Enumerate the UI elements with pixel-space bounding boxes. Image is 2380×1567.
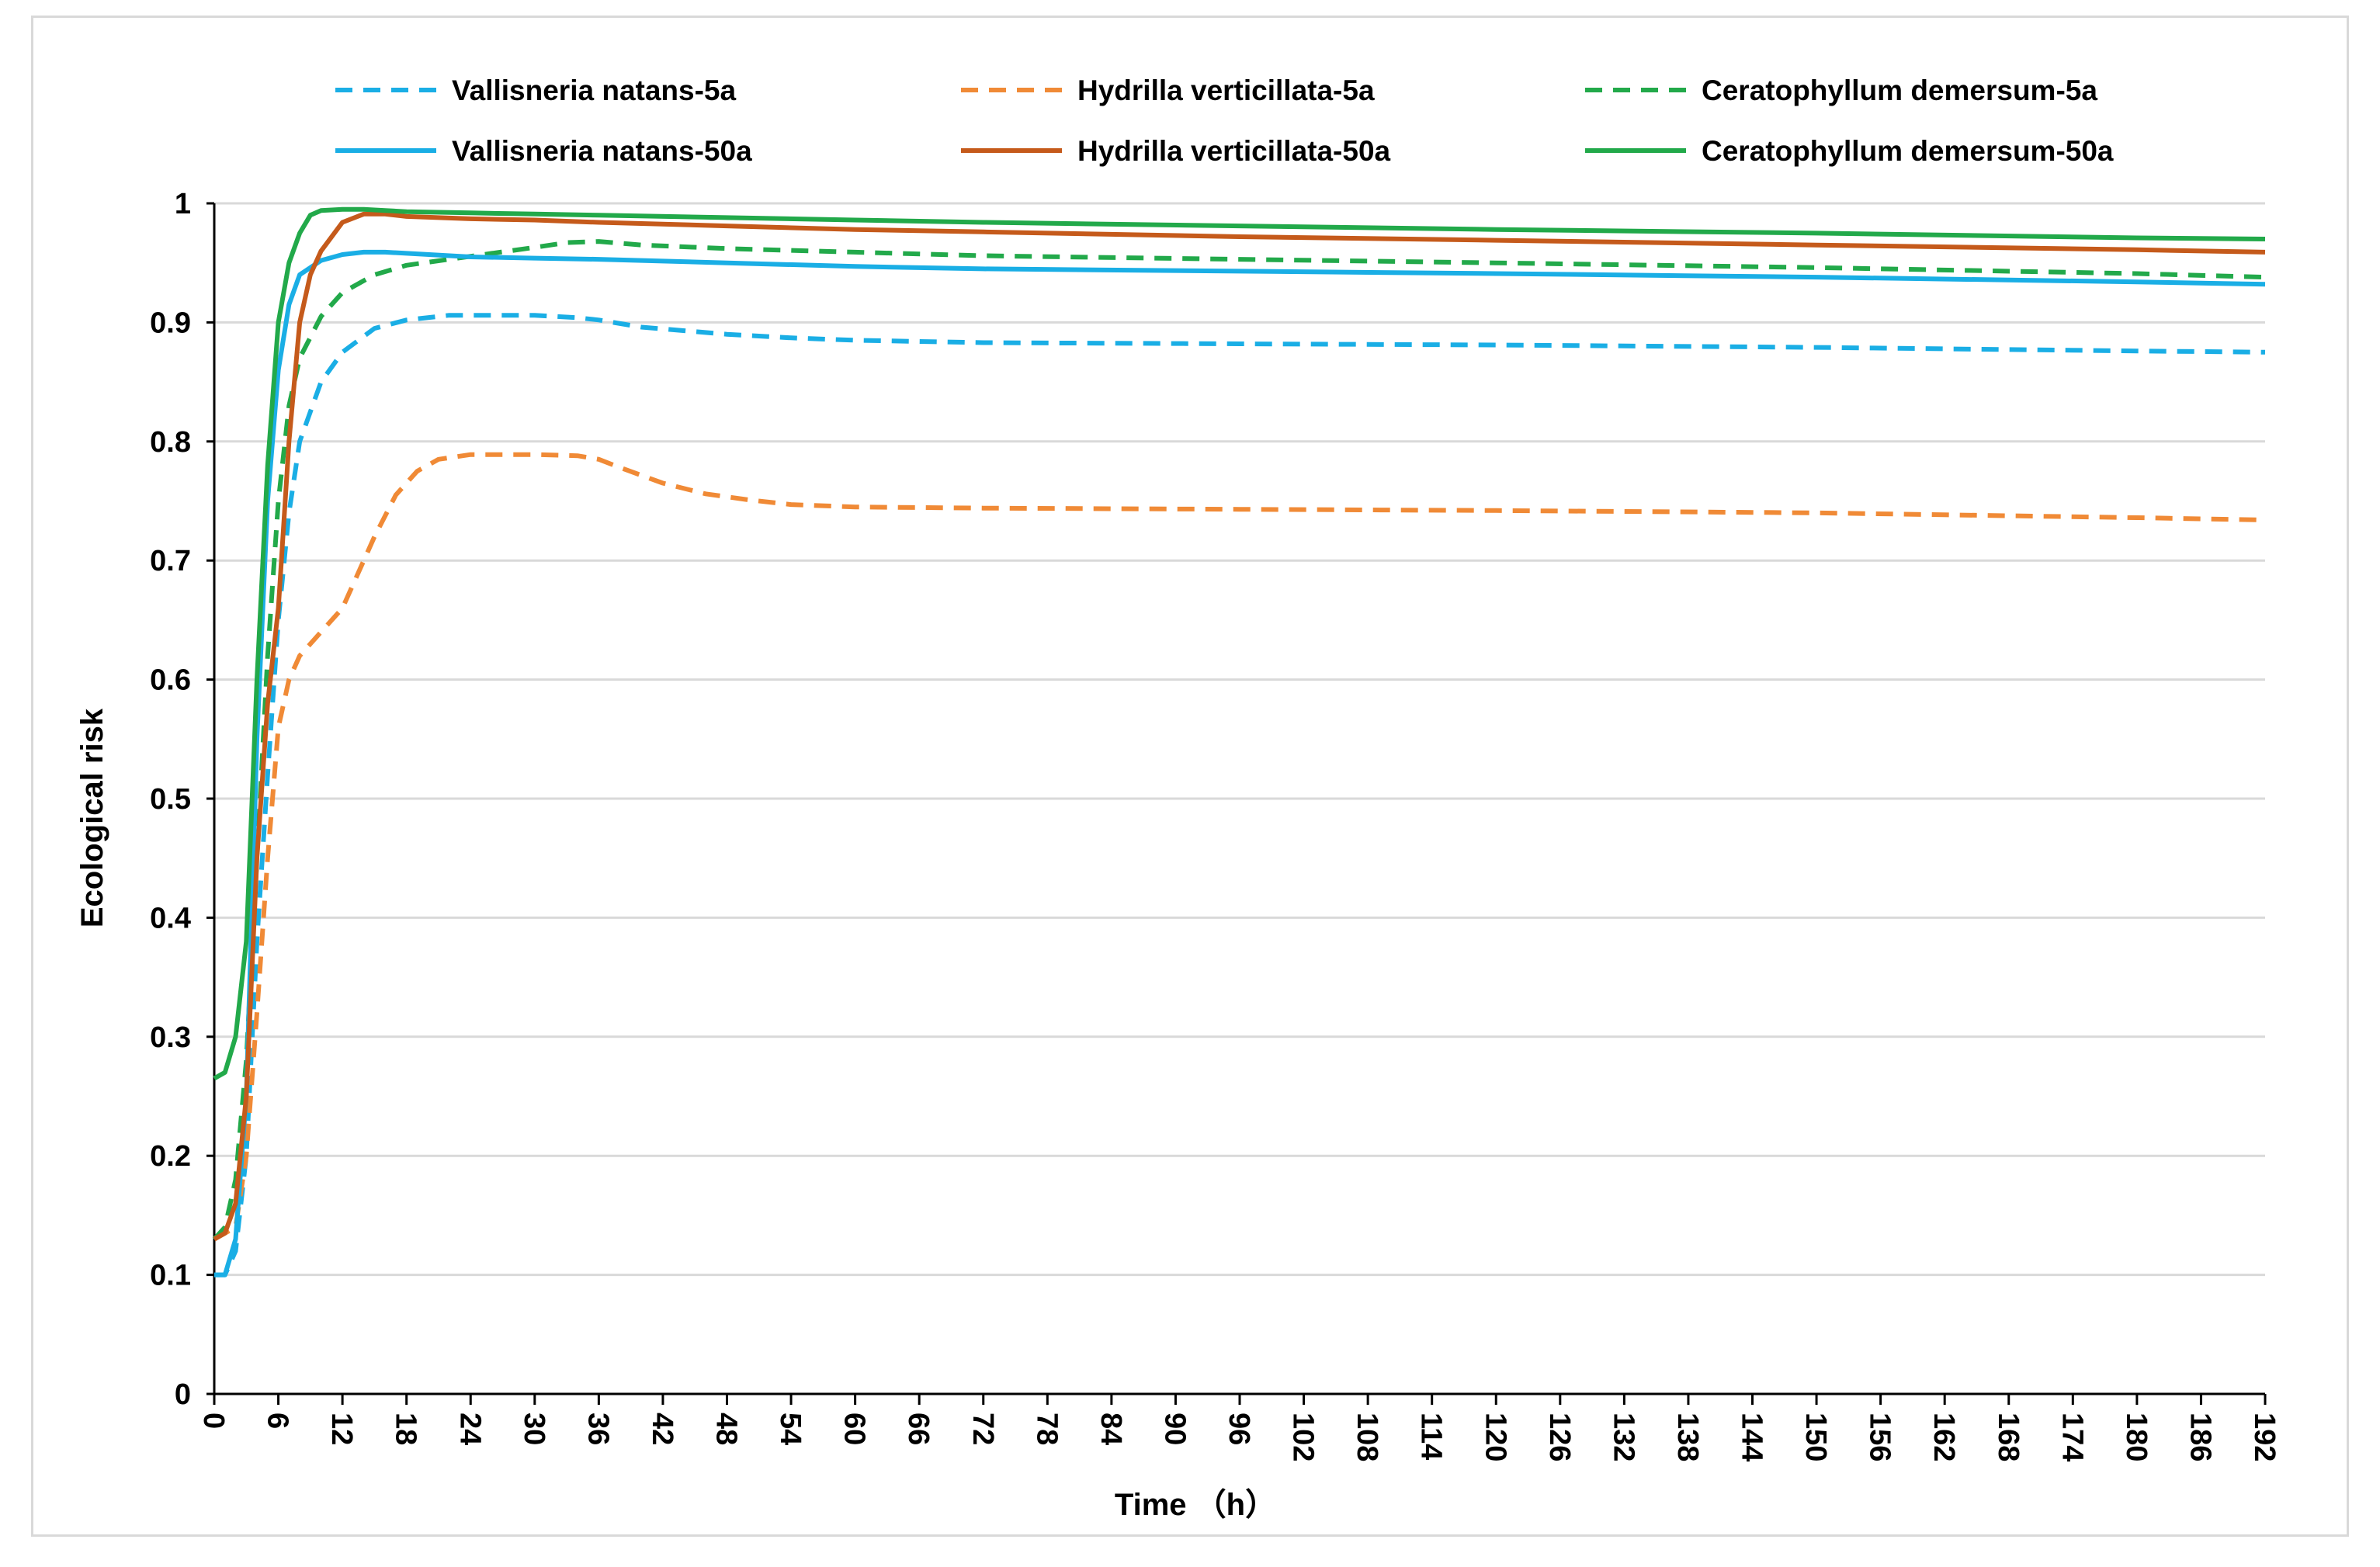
legend-label-vallisneria-natans-50a: Vallisneria natans-50a [452,135,752,167]
y-tick-label-6: 0.6 [150,664,191,697]
y-tick-label-5: 0.5 [150,783,191,816]
x-tick-label-22: 132 [1607,1413,1639,1461]
x-tick-label-2: 12 [325,1413,358,1445]
grid-lines [214,202,2265,1277]
legend: Vallisneria natans-5a Hydrilla verticilla… [335,75,2114,167]
x-tick-label-5: 30 [518,1413,550,1445]
legend-label-ceratophyllum-demersum-50a: Ceratophyllum demersum-50a [1702,135,2114,167]
series-line-vallisneria-natans-50a [214,249,2266,1278]
x-tick-label-14: 84 [1095,1413,1127,1445]
x-tick-label-28: 168 [1992,1413,2024,1461]
x-tick-label-15: 90 [1158,1413,1191,1445]
x-tick-label-0: 0 [197,1413,230,1429]
series-lines [212,206,2266,1278]
legend-label-hydrilla-verticillata-5a: Hydrilla verticillata-5a [1077,75,1375,106]
x-tick-label-3: 18 [390,1413,422,1445]
x-tick-label-31: 186 [2184,1413,2216,1461]
x-tick-label-17: 102 [1287,1413,1320,1461]
x-tick-label-13: 78 [1030,1413,1063,1445]
x-tick-label-24: 144 [1736,1413,1768,1461]
x-tick-label-26: 156 [1864,1413,1896,1461]
x-tick-label-23: 138 [1671,1413,1704,1461]
y-tick-label-10: 1 [175,188,191,220]
x-tick-label-19: 114 [1415,1413,1448,1460]
x-tick-label-8: 48 [710,1413,743,1445]
legend-label-hydrilla-verticillata-50a: Hydrilla verticillata-50a [1077,135,1391,167]
y-tick-label-7: 0.7 [150,545,191,577]
x-tick-label-12: 72 [966,1413,999,1445]
legend-label-ceratophyllum-demersum-5a: Ceratophyllum demersum-5a [1702,75,2097,106]
x-axis-title: Time （h） [1115,1488,1276,1522]
y-tick-label-1: 0.1 [150,1260,191,1292]
series-line-ceratophyllum-demersum-50a [213,206,2266,1081]
x-tick-label-29: 174 [2056,1413,2088,1461]
legend-label-vallisneria-natans-5a: Vallisneria natans-5a [452,75,737,106]
x-tick-label-7: 42 [646,1413,678,1445]
y-tick-label-2: 0.2 [150,1140,191,1173]
x-tick-label-21: 126 [1543,1413,1576,1461]
x-tick-label-20: 120 [1479,1413,1511,1461]
y-tick-label-4: 0.4 [150,902,191,934]
x-tick-label-18: 108 [1351,1413,1383,1461]
y-tick-label-9: 0.9 [150,307,191,339]
x-tick-label-32: 192 [2248,1413,2281,1461]
x-tick-label-25: 150 [1799,1413,1832,1461]
x-tick-label-11: 66 [902,1413,935,1445]
x-tick-label-27: 162 [1927,1413,1960,1461]
x-tick-label-30: 180 [2120,1413,2153,1461]
x-tick-label-1: 6 [262,1413,294,1429]
y-axis-title: Ecological risk [75,708,109,927]
series-line-vallisneria-natans-5a [214,313,2266,1278]
x-tick-label-4: 24 [453,1413,486,1445]
series-line-ceratophyllum-demersum-5a [212,239,2266,1241]
y-tick-label-3: 0.3 [150,1021,191,1054]
series-line-hydrilla-verticillata-5a [213,452,2266,1242]
x-tick-label-9: 54 [774,1413,807,1445]
y-tick-label-8: 0.8 [150,426,191,459]
series-line-hydrilla-verticillata-50a [213,211,2266,1242]
axes: 0 0.1 0.2 0.3 0.4 0.5 0.6 0.7 0.8 0.9 1 0 6 12 18 24 30 3… [150,188,2281,1461]
x-tick-label-6: 36 [581,1413,614,1445]
y-tick-label-0: 0 [175,1378,191,1411]
x-tick-label-16: 96 [1223,1413,1255,1445]
x-tick-label-10: 60 [838,1413,871,1445]
